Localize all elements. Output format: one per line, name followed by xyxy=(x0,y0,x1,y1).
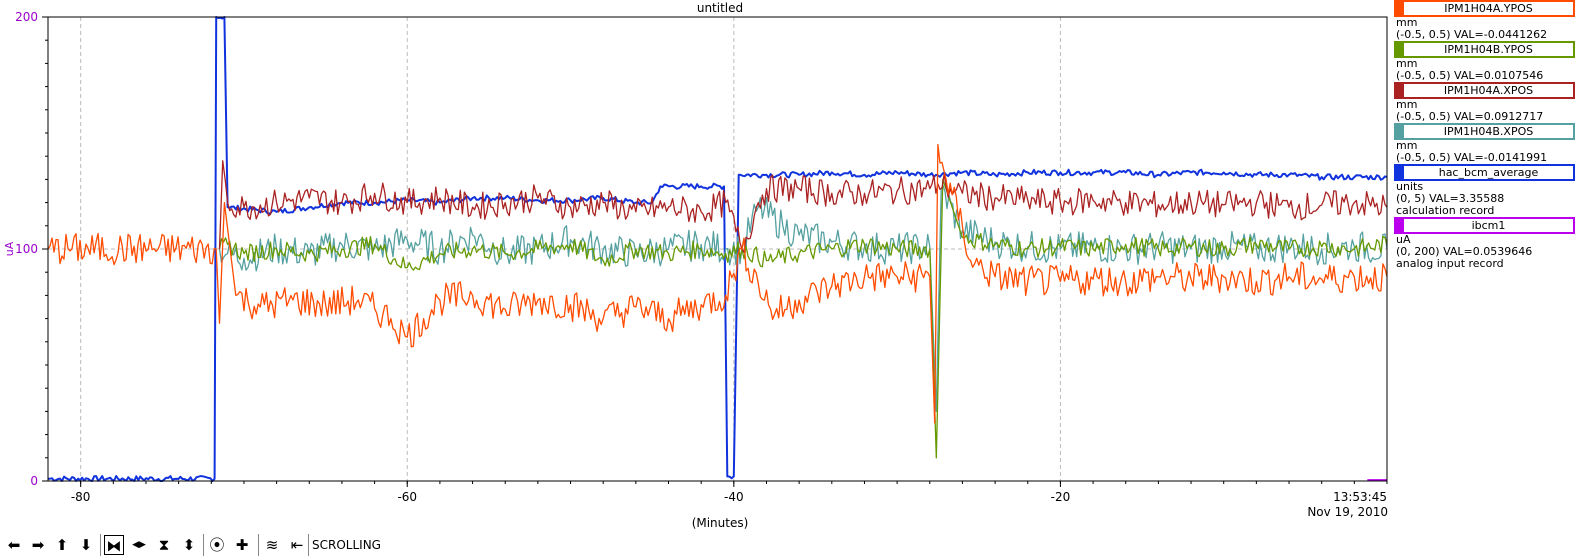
chart-title: untitled xyxy=(696,1,744,15)
x-end-time-label: 13:53:45 xyxy=(1333,490,1387,504)
legend-series-name[interactable]: ibcm1 xyxy=(1394,217,1575,234)
legend-range-value: (-0.5, 0.5) VAL=-0.0441262 xyxy=(1396,28,1548,41)
toolbar-separator xyxy=(100,534,101,556)
legend-range-value: (0, 200) VAL=0.0539646 xyxy=(1396,245,1533,258)
y-tick-label: 100 xyxy=(15,242,38,256)
legend: IPM1H04A.YPOS mm (-0.5, 0.5) VAL=-0.044126… xyxy=(1392,0,1579,270)
scroll-mode-icon[interactable]: ⇤ xyxy=(290,536,304,554)
legend-entry[interactable]: hac_bcm_average units (0, 5) VAL=3.35588 ca… xyxy=(1392,164,1579,217)
series-line-IPM1H04A.YPOS xyxy=(47,143,1388,424)
zoom-in-x-icon[interactable]: ⧓ xyxy=(104,535,124,555)
legend-unit: mm xyxy=(1396,57,1418,70)
legend-entry[interactable]: IPM1H04A.YPOS mm (-0.5, 0.5) VAL=-0.044126… xyxy=(1392,0,1579,41)
series-line-IPM1H04A.XPOS xyxy=(218,160,1388,253)
legend-range-value: (-0.5, 0.5) VAL=0.0107546 xyxy=(1396,69,1544,82)
legend-entry[interactable]: IPM1H04B.YPOS mm (-0.5, 0.5) VAL=0.0107546 xyxy=(1392,41,1579,82)
y-tick-label: 200 xyxy=(15,10,38,24)
arrow-left-icon[interactable]: ⬅ xyxy=(7,536,21,554)
toolbar-separator xyxy=(258,534,259,556)
x-tick-label: -20 xyxy=(1051,490,1071,504)
toolbar-separator xyxy=(203,534,204,556)
x-tick-label: -60 xyxy=(397,490,417,504)
legend-series-name[interactable]: IPM1H04A.YPOS xyxy=(1394,0,1575,17)
legend-entry[interactable]: IPM1H04B.XPOS mm (-0.5, 0.5) VAL=-0.014199… xyxy=(1392,123,1579,164)
zoom-out-y-icon[interactable]: ⬍ xyxy=(182,536,196,554)
zoom-out-x-icon[interactable]: ◀▶ xyxy=(132,540,146,550)
legend-unit: uA xyxy=(1396,233,1411,246)
x-tick-label: -40 xyxy=(724,490,744,504)
auto-scale-icon[interactable]: ≋ xyxy=(265,536,279,554)
y-axis: 0 100 200 xyxy=(15,10,48,488)
legend-entry[interactable]: ibcm1 uA (0, 200) VAL=0.0539646 analog inpu… xyxy=(1392,217,1579,270)
legend-series-name[interactable]: hac_bcm_average xyxy=(1394,164,1575,181)
reset-icon[interactable]: ⦿ xyxy=(209,536,225,554)
legend-range-value: (0, 5) VAL=3.35588 xyxy=(1396,192,1505,205)
x-axis: -80 -60 -40 -20 xyxy=(71,481,1388,504)
arrow-up-icon[interactable]: ⬆ xyxy=(55,536,69,554)
zoom-in-y-icon[interactable]: ⧗ xyxy=(158,536,170,554)
toolbar: SCROLLING ⬅ ➡ ⬆ ⬇ ⧓ ◀▶ ⧗ ⬍ ⦿ ✚ ≋ ⇤ xyxy=(0,532,1579,560)
legend-series-name[interactable]: IPM1H04B.YPOS xyxy=(1394,41,1575,58)
x-axis-label: (Minutes) xyxy=(692,516,749,530)
legend-unit: mm xyxy=(1396,139,1418,152)
legend-unit: mm xyxy=(1396,98,1418,111)
legend-record-type: calculation record xyxy=(1396,204,1495,217)
series-group xyxy=(47,16,1388,482)
plus-icon[interactable]: ✚ xyxy=(235,536,249,554)
mode-label: SCROLLING xyxy=(312,538,381,552)
y-axis-label: uA xyxy=(3,241,16,256)
x-end-date-label: Nov 19, 2010 xyxy=(1307,505,1388,519)
chart-area: -80 -60 -40 -20 0 100 200 uA (Minutes) 13:53:… xyxy=(3,10,1388,530)
arrow-down-icon[interactable]: ⬇ xyxy=(79,536,93,554)
legend-series-name[interactable]: IPM1H04A.XPOS xyxy=(1394,82,1575,99)
series-line-IPM1H04B.YPOS xyxy=(218,178,1388,459)
legend-record-type: analog input record xyxy=(1396,257,1504,270)
legend-entry[interactable]: IPM1H04A.XPOS mm (-0.5, 0.5) VAL=0.0912717 xyxy=(1392,82,1579,123)
x-tick-label: -80 xyxy=(71,490,91,504)
legend-unit: units xyxy=(1396,180,1424,193)
legend-range-value: (-0.5, 0.5) VAL=0.0912717 xyxy=(1396,110,1544,123)
legend-range-value: (-0.5, 0.5) VAL=-0.0141991 xyxy=(1396,151,1548,164)
series-line-IPM1H04B.XPOS xyxy=(218,184,1388,413)
y-tick-label: 0 xyxy=(30,474,38,488)
legend-unit: mm xyxy=(1396,16,1418,29)
toolbar-separator xyxy=(308,534,309,556)
legend-series-name[interactable]: IPM1H04B.XPOS xyxy=(1394,123,1575,140)
arrow-right-icon[interactable]: ➡ xyxy=(31,536,45,554)
